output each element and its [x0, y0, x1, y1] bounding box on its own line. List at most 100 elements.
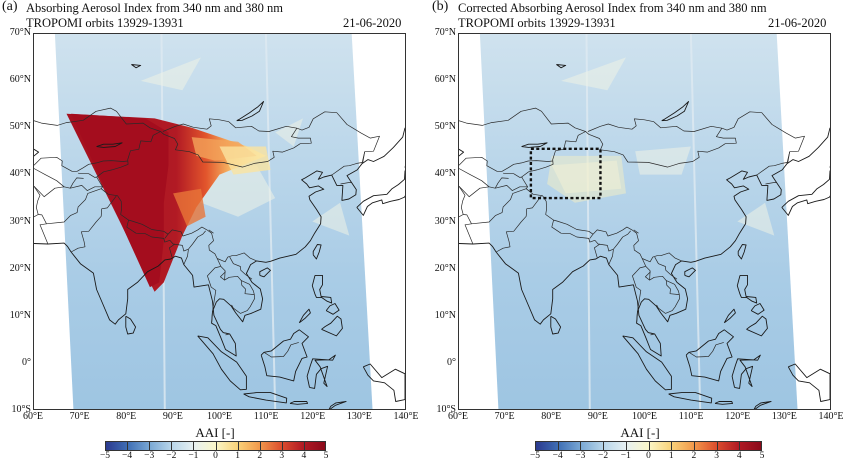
colorbar-tick-mark: [671, 441, 673, 451]
colorbar-tick-mark: [557, 441, 559, 451]
country-border: [216, 258, 256, 314]
coastline: [325, 303, 340, 315]
colorbar-tick-mark: [171, 441, 173, 451]
coastline: [556, 64, 567, 69]
coastline: [661, 101, 690, 122]
coastline: [622, 335, 672, 391]
coastline: [236, 101, 265, 122]
coastline: [328, 401, 347, 409]
country-border: [688, 342, 724, 358]
country-border: [654, 256, 678, 280]
colorbar-tick: 3: [714, 451, 719, 461]
longitude-tick: 100°E: [206, 411, 233, 422]
latitude-tick: 60°N: [9, 74, 31, 86]
colorbar-tick: 4: [736, 451, 742, 461]
country-border: [241, 280, 255, 295]
country-border: [207, 266, 221, 324]
aai-map[interactable]: [34, 34, 405, 409]
colorbar-tick: 5: [759, 451, 765, 461]
coastline: [259, 267, 271, 278]
colorbar-label: AAI [-]: [195, 425, 235, 440]
latitude-tick: 30°N: [434, 215, 456, 227]
panel-b: (b) Corrected Absorbing Aerosol Index fr…: [425, 0, 850, 465]
country-border: [183, 249, 189, 265]
orbit-edge: [264, 34, 277, 409]
coastline: [684, 267, 696, 278]
longitude-tick: 130°E: [346, 411, 372, 422]
coastline: [289, 401, 309, 405]
coastline: [753, 401, 772, 409]
longitude-tick: 70°E: [69, 411, 90, 422]
coastline: [521, 142, 548, 148]
colorbar-tick-mark: [580, 441, 582, 451]
coastline: [125, 315, 137, 335]
coastline: [70, 127, 405, 357]
colorbar-tick: −5: [529, 451, 541, 461]
longitude-tick: 100°E: [631, 411, 658, 422]
cloud-patch: [635, 146, 691, 175]
longitude-tick: 120°E: [300, 411, 326, 422]
latitude-tick: 70°N: [434, 27, 456, 38]
colorbar-tick-mark: [237, 441, 239, 451]
colorbar-tick: −1: [620, 451, 631, 461]
cloud-patch: [561, 57, 626, 91]
longitude-tick: 110°E: [253, 411, 279, 422]
map-frame[interactable]: [33, 33, 406, 410]
cloud-patch: [312, 202, 350, 236]
country-border: [220, 271, 226, 281]
latitude-tick: 50°N: [9, 121, 31, 133]
country-border: [503, 172, 523, 178]
coastline: [685, 329, 734, 382]
country-border: [587, 118, 722, 132]
colorbar-tick: 2: [257, 451, 263, 461]
country-border: [164, 233, 169, 239]
coastline: [746, 315, 768, 337]
country-border: [69, 177, 84, 189]
country-border: [263, 342, 299, 358]
country-border: [589, 233, 594, 239]
latitude-tick: 10°N: [9, 309, 31, 321]
country-border: [459, 214, 464, 218]
colorbar-tick: −3: [144, 451, 155, 461]
coastline: [550, 315, 562, 335]
colorbar-tick: 1: [668, 451, 674, 461]
colorbar-tick-mark: [303, 441, 305, 451]
coastline: [243, 392, 288, 404]
country-border: [471, 188, 527, 225]
colorbar-tick-mark: [281, 441, 283, 451]
country-border: [96, 176, 257, 263]
longitude-tick: 60°E: [447, 411, 469, 422]
aai-map[interactable]: [459, 34, 830, 409]
longitude-tick: 90°E: [162, 411, 183, 422]
panel-title-line2: TROPOMI orbits 13929-13931: [26, 16, 184, 30]
colorbar-tick-mark: [603, 441, 605, 451]
country-border: [666, 280, 680, 295]
longitude-tick: 140°E: [818, 411, 844, 422]
orbit-edge: [689, 34, 702, 409]
colorbar-tick: −3: [575, 451, 586, 461]
coastline: [736, 274, 758, 304]
colorbar-tick: 0: [213, 451, 218, 461]
map-frame[interactable]: [458, 33, 831, 410]
coastline: [306, 354, 336, 389]
colorbar-tick-mark: [648, 441, 650, 451]
colorbar-tick-mark: [259, 441, 261, 451]
colorbar-tick: −1: [188, 451, 199, 461]
country-border: [208, 229, 214, 234]
coastline: [362, 363, 405, 402]
high-aai-core: [71, 113, 169, 288]
panel-date: 21-06-2020: [343, 16, 402, 30]
panel-a: (a) Absorbing Aerosol Index from 340 nm …: [2, 0, 419, 461]
colorbar-tick: 5: [323, 451, 329, 461]
country-border: [229, 256, 253, 280]
latitude-tick: 10°S: [436, 404, 456, 415]
country-border: [96, 111, 380, 178]
country-border: [459, 156, 553, 172]
coastline: [731, 354, 761, 389]
country-border: [70, 195, 117, 253]
coastline: [96, 142, 123, 148]
colorbar-tick: −2: [598, 451, 609, 461]
latitude-tick: 20°N: [9, 262, 31, 274]
country-border: [162, 118, 297, 132]
coastline: [781, 170, 830, 216]
